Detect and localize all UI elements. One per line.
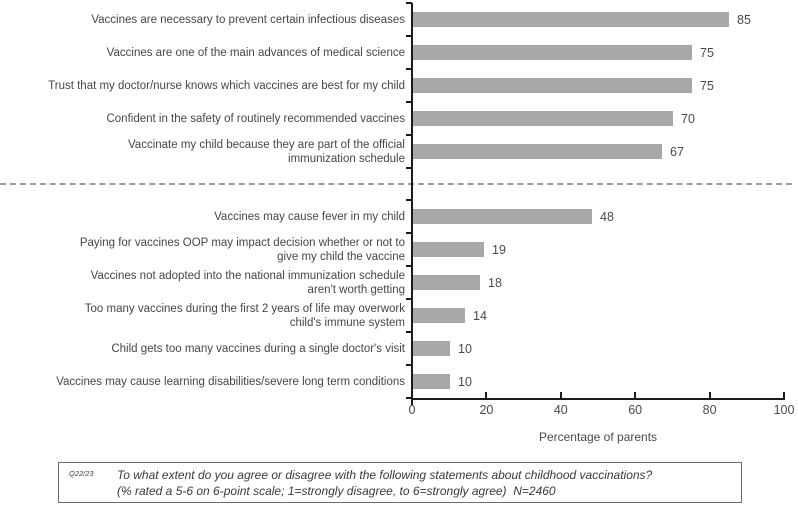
bar <box>413 374 450 389</box>
category-label: Vaccines may cause learning disabilities… <box>56 375 405 388</box>
x-axis-tick <box>559 392 562 398</box>
footnote-box: Q22/23 To what extent do you agree or di… <box>58 462 742 503</box>
y-axis-tick <box>406 134 412 136</box>
y-axis-tick <box>406 199 412 201</box>
x-tick-label: 80 <box>702 403 717 417</box>
category-label: Paying for vaccines OOP may impact decis… <box>79 236 405 263</box>
footnote-question-id: Q22/23 <box>69 469 94 478</box>
footnote-text: To what extent do you agree or disagree … <box>117 468 653 498</box>
x-axis-tick <box>783 392 785 398</box>
x-axis-tick <box>634 392 637 398</box>
value-label: 14 <box>473 308 487 323</box>
value-label: 85 <box>737 12 751 27</box>
y-axis-tick <box>406 364 412 366</box>
y-axis-tick <box>406 167 412 169</box>
category-label: Too many vaccines during the first 2 yea… <box>84 302 405 329</box>
x-tick-label: 20 <box>479 403 494 417</box>
x-axis-line <box>411 398 785 400</box>
y-axis-tick <box>406 265 412 267</box>
bar <box>413 341 450 356</box>
bar <box>413 12 729 27</box>
y-axis-tick <box>406 331 412 333</box>
value-label: 19 <box>492 242 506 257</box>
x-axis-tick <box>485 392 488 398</box>
bar <box>413 144 662 159</box>
y-axis-tick <box>406 101 412 103</box>
y-axis-line <box>411 3 413 403</box>
category-label: Trust that my doctor/nurse knows which v… <box>48 79 405 92</box>
category-label: Vaccines are necessary to prevent certai… <box>91 13 405 26</box>
value-label: 75 <box>700 78 714 93</box>
bar <box>413 45 692 60</box>
y-axis-tick <box>406 35 412 37</box>
value-label: 18 <box>488 275 502 290</box>
y-axis-tick <box>406 68 412 70</box>
value-label: 70 <box>681 111 695 126</box>
x-tick-label: 0 <box>408 403 416 417</box>
category-label: Vaccines not adopted into the national i… <box>90 269 405 296</box>
bar <box>413 78 692 93</box>
section-divider-dashed-line <box>0 183 792 185</box>
y-axis-tick <box>406 2 412 4</box>
bar <box>413 111 673 126</box>
y-axis-tick <box>406 397 412 399</box>
value-label: 48 <box>600 209 614 224</box>
y-axis-tick <box>406 298 412 300</box>
category-label: Confident in the safety of routinely rec… <box>106 112 405 125</box>
x-axis-zero-tick <box>411 400 413 405</box>
x-axis-title: Percentage of parents <box>538 430 658 444</box>
y-axis-tick <box>406 232 412 234</box>
category-label: Vaccines may cause fever in my child <box>214 210 405 223</box>
value-label: 67 <box>670 144 684 159</box>
value-label: 10 <box>458 374 472 389</box>
x-tick-label: 100 <box>773 403 795 417</box>
value-label: 10 <box>458 341 472 356</box>
bar <box>413 209 592 224</box>
bar <box>413 242 484 257</box>
bar <box>413 275 480 290</box>
x-tick-label: 60 <box>628 403 643 417</box>
category-label: Vaccinate my child because they are part… <box>127 138 405 165</box>
category-label: Child gets too many vaccines during a si… <box>111 342 405 355</box>
x-axis-tick <box>708 392 711 398</box>
category-label: Vaccines are one of the main advances of… <box>106 46 405 59</box>
bar <box>413 308 465 323</box>
value-label: 75 <box>700 45 714 60</box>
x-tick-label: 40 <box>553 403 568 417</box>
